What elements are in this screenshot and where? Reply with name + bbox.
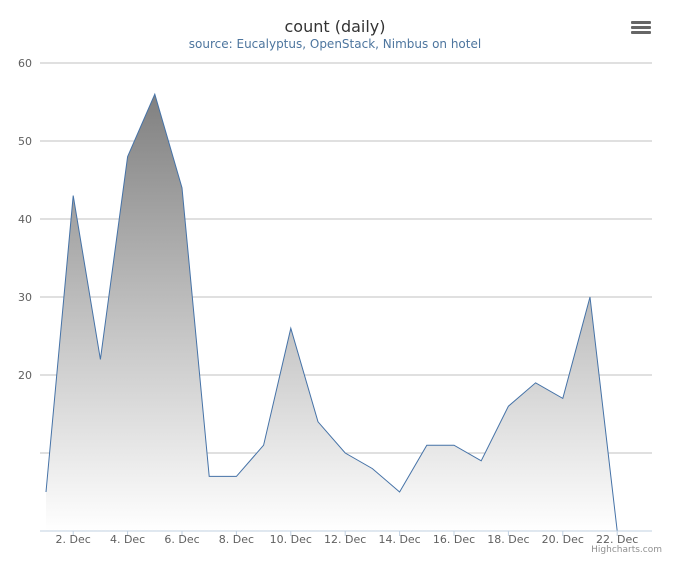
- series-layer: [42, 90, 618, 532]
- data-point[interactable]: [96, 355, 104, 363]
- x-tick-label: 14. Dec: [378, 533, 420, 546]
- data-point[interactable]: [205, 472, 213, 480]
- data-point[interactable]: [42, 488, 50, 496]
- x-tick-label: 2. Dec: [56, 533, 91, 546]
- data-point[interactable]: [559, 394, 567, 402]
- x-tick-label: 22. Dec: [596, 533, 638, 546]
- data-point[interactable]: [586, 293, 594, 301]
- x-tick-label: 16. Dec: [433, 533, 475, 546]
- data-point[interactable]: [396, 488, 404, 496]
- x-tick-label: 8. Dec: [219, 533, 254, 546]
- chart-subtitle: source: Eucalyptus, OpenStack, Nimbus on…: [188, 37, 482, 51]
- data-point[interactable]: [504, 402, 512, 410]
- series-area-fill: [46, 94, 618, 531]
- y-tick-label: 50: [18, 135, 32, 148]
- y-tick-label: 60: [18, 57, 32, 70]
- x-tick-label: 6. Dec: [164, 533, 199, 546]
- y-tick-label: 40: [18, 213, 32, 226]
- context-menu-button[interactable]: [629, 17, 653, 39]
- axes: 20 30 40 50 60 2. Dec 4. Dec 6. Dec 8. Dec 10. De…: [18, 57, 652, 546]
- data-point[interactable]: [260, 441, 268, 449]
- data-point[interactable]: [477, 457, 485, 465]
- data-point[interactable]: [124, 153, 132, 161]
- data-point[interactable]: [178, 184, 186, 192]
- data-point[interactable]: [450, 441, 458, 449]
- x-tick-label: 4. Dec: [110, 533, 145, 546]
- x-tick-label: 18. Dec: [487, 533, 529, 546]
- data-point[interactable]: [314, 418, 322, 426]
- series-line[interactable]: [45, 92, 618, 532]
- chart-title: count (daily): [284, 17, 386, 36]
- data-point[interactable]: [532, 379, 540, 387]
- data-point[interactable]: [423, 441, 431, 449]
- x-tick-label: 10. Dec: [270, 533, 312, 546]
- data-point[interactable]: [287, 324, 295, 332]
- data-point[interactable]: [232, 472, 240, 480]
- y-tick-label: 20: [18, 369, 32, 382]
- data-point[interactable]: [151, 90, 159, 98]
- y-tick-label: 30: [18, 291, 32, 304]
- credits-link[interactable]: Highcharts.com: [591, 545, 662, 555]
- x-tick-label: 12. Dec: [324, 533, 366, 546]
- menu-icon: [631, 21, 651, 24]
- data-point[interactable]: [341, 449, 349, 457]
- data-point[interactable]: [69, 192, 77, 200]
- data-point[interactable]: [368, 465, 376, 473]
- x-tick-label: 20. Dec: [542, 533, 584, 546]
